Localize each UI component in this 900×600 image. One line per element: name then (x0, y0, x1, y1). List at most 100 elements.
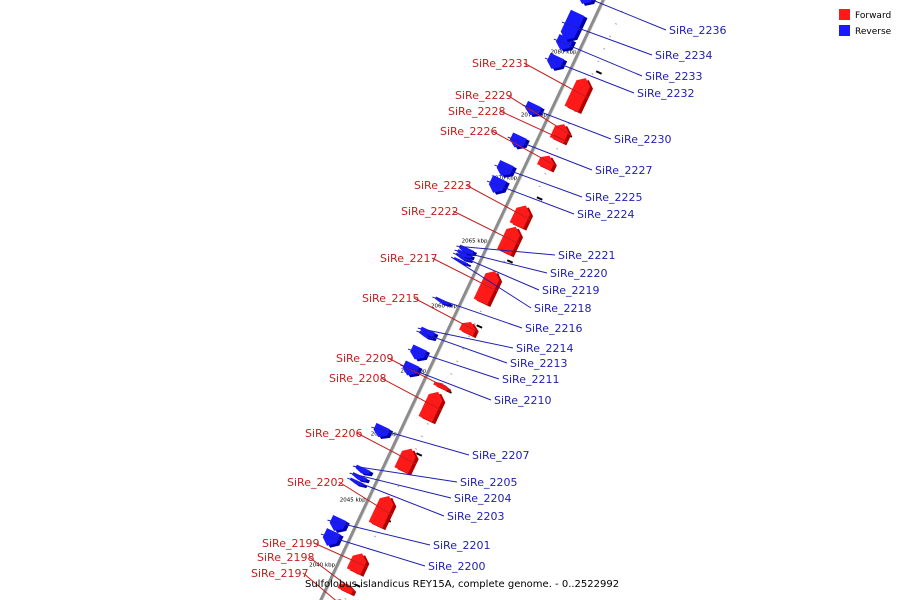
gene-arrow (459, 322, 476, 337)
gene-sire-2206[interactable] (394, 448, 419, 476)
gene-label[interactable]: SiRe_2219 (542, 284, 599, 297)
gene-label[interactable]: SiRe_2206 (305, 427, 362, 440)
gene-layer (322, 0, 598, 600)
gene-label[interactable]: SiRe_2197 (251, 567, 308, 580)
gene-label[interactable]: SiRe_2223 (414, 179, 471, 192)
legend-item-reverse[interactable]: Reverse (839, 25, 892, 37)
legend-swatch-reverse (839, 25, 850, 36)
gene-label[interactable]: SiRe_2210 (494, 394, 551, 407)
gene-label[interactable]: SiRe_2203 (447, 510, 504, 523)
gene-connector (454, 249, 548, 274)
gene-connector (320, 533, 426, 567)
gene-sire-2234[interactable] (560, 9, 588, 43)
gene-connector (302, 572, 337, 600)
gene-arrow (418, 391, 443, 423)
gene-arrow (394, 448, 416, 474)
gene-arrow (433, 381, 449, 391)
gene-label[interactable]: SiRe_2229 (455, 89, 512, 102)
gene-label[interactable]: SiRe_2220 (550, 267, 607, 280)
gene-label[interactable]: SiRe_2215 (362, 292, 419, 305)
gene-sire-2202[interactable] (368, 495, 397, 531)
gene-sire-2215[interactable] (459, 322, 479, 339)
gene-connector (522, 104, 612, 140)
gene-label[interactable]: SiRe_2231 (472, 57, 529, 70)
gene-arrow (547, 53, 565, 69)
gene-sire-2210[interactable] (402, 360, 423, 378)
gene-connector (431, 257, 498, 292)
gene-connector (465, 184, 531, 221)
gene-label[interactable]: SiRe_2230 (614, 133, 671, 146)
gene-sire-2218[interactable] (453, 256, 472, 268)
gene-connector (450, 256, 532, 309)
legend-swatch-forward (839, 9, 850, 20)
gene-sire-2209[interactable] (433, 381, 452, 393)
gene-label[interactable]: SiRe_2207 (472, 449, 529, 462)
gene-label[interactable]: SiRe_2205 (460, 476, 517, 489)
gene-sire-2223[interactable] (509, 205, 534, 231)
tick-label: 2040 kbp (309, 563, 335, 569)
gene-label[interactable]: SiRe_2211 (502, 373, 559, 386)
gene-label[interactable]: SiRe_2217 (380, 252, 437, 265)
gene-connector (349, 472, 452, 499)
gene-connector (506, 94, 571, 136)
gene-label[interactable]: SiRe_2213 (510, 357, 567, 370)
gene-label[interactable]: SiRe_2208 (329, 372, 386, 385)
gene-label[interactable]: SiRe_2226 (440, 125, 497, 138)
gene-label[interactable]: SiRe_2236 (669, 24, 726, 37)
tick-label: 2080 kbp (551, 50, 577, 56)
gene-sire-2217[interactable] (473, 271, 503, 308)
gene-label[interactable]: SiRe_2225 (585, 191, 642, 204)
gene-arrow (355, 464, 371, 475)
gene-label[interactable]: SiRe_2199 (262, 537, 319, 550)
gene-connector (452, 252, 540, 291)
gene-connector (387, 357, 451, 391)
gene-label[interactable]: SiRe_2232 (637, 87, 694, 100)
gene-sire-2227[interactable] (509, 132, 530, 150)
gene-arrow (509, 205, 531, 229)
gene-label[interactable]: SiRe_2233 (645, 70, 702, 83)
tick-mark (595, 70, 603, 75)
gene-label[interactable]: SiRe_2218 (534, 302, 591, 315)
gene-sire-2199[interactable] (346, 553, 370, 577)
gene-label[interactable]: SiRe_2221 (558, 249, 615, 262)
gene-sire-2232[interactable] (547, 53, 568, 71)
tick-mark (354, 583, 361, 588)
gene-arrow (453, 256, 469, 266)
gene-label[interactable]: SiRe_2209 (336, 352, 393, 365)
gene-connector (494, 164, 583, 198)
legend-label-forward: Forward (855, 11, 891, 21)
gene-arrow (579, 0, 593, 4)
gene-sire-2222[interactable] (497, 226, 524, 258)
gene-label[interactable]: SiRe_2198 (257, 551, 314, 564)
gene-label[interactable]: SiRe_2202 (287, 476, 344, 489)
legend-item-forward[interactable]: Forward (839, 9, 891, 21)
gene-sire-2198[interactable] (337, 583, 357, 597)
gene-label[interactable]: SiRe_2200 (428, 560, 485, 573)
gene-label[interactable]: SiRe_2204 (454, 492, 511, 505)
gene-sire-2233[interactable] (555, 34, 577, 52)
gene-label[interactable]: SiRe_2201 (433, 539, 490, 552)
gene-arrow (509, 132, 527, 148)
gene-connector (407, 348, 500, 380)
gene-sire-2236[interactable] (578, 0, 598, 6)
gene-connector (432, 296, 523, 329)
gene-label[interactable]: SiRe_2228 (448, 105, 505, 118)
gene-label[interactable]: SiRe_2234 (655, 49, 712, 62)
gene-label[interactable]: SiRe_2227 (595, 164, 652, 177)
gene-sire-2208[interactable] (418, 391, 446, 425)
gene-arrow (560, 9, 585, 41)
gene-label[interactable]: SiRe_2222 (401, 205, 458, 218)
gene-label[interactable]: SiRe_2224 (577, 208, 634, 221)
gene-label[interactable]: SiRe_2216 (525, 322, 582, 335)
gene-label[interactable]: SiRe_2214 (516, 342, 573, 355)
gene-connector (499, 110, 568, 143)
gene-connector (452, 210, 520, 245)
gene-sire-2231[interactable] (564, 78, 594, 115)
tick-label: 2045 kbp (340, 498, 366, 504)
gene-sire-2229[interactable] (551, 124, 572, 142)
gene-sire-2201[interactable] (329, 515, 350, 533)
gene-arrow (488, 175, 507, 193)
gene-sire-2226[interactable] (536, 155, 557, 173)
